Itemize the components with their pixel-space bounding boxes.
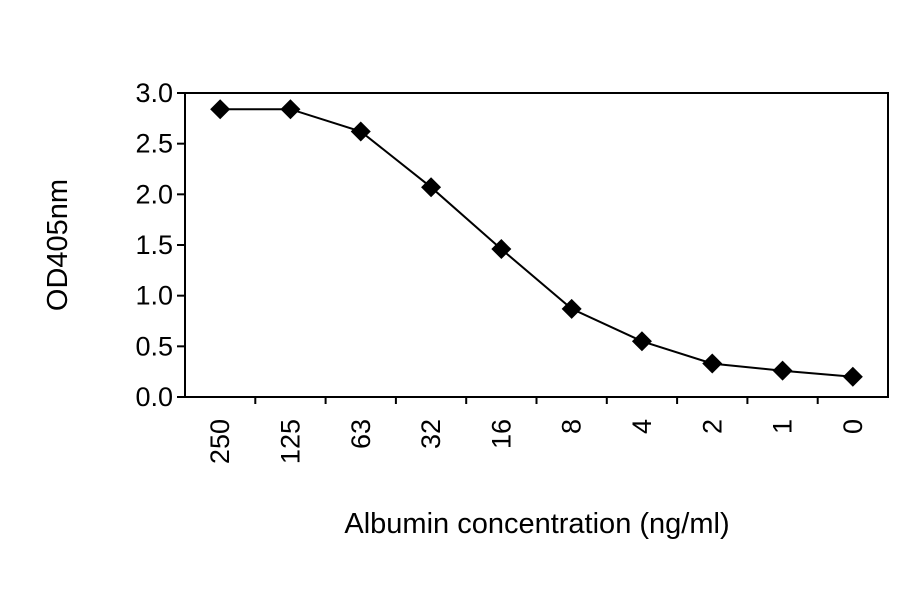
plot-frame	[184, 92, 889, 398]
y-tick-label: 2.0	[135, 179, 173, 209]
data-point-diamond	[631, 331, 652, 352]
x-axis-title: Albumin concentration (ng/ml)	[344, 508, 729, 540]
y-axis-title: OD405nm	[42, 179, 74, 311]
y-axis: 0.0 0.5 1.0 1.5 2.0 2.5 3.0	[135, 78, 185, 412]
series-layer	[210, 99, 863, 387]
x-tick-label: 1	[768, 419, 798, 434]
y-tick-label: 0.0	[135, 382, 173, 412]
x-tick-label: 4	[627, 419, 657, 434]
data-point-diamond	[772, 360, 793, 381]
series-line	[220, 108, 853, 378]
y-tick-label: 1.0	[135, 281, 173, 311]
x-tick-label: 16	[486, 419, 516, 449]
x-tick-label: 0	[838, 419, 868, 434]
data-point-diamond	[280, 99, 301, 120]
x-tick-label: 125	[275, 419, 305, 464]
data-point-diamond	[491, 239, 512, 260]
x-tick-label: 250	[205, 419, 235, 464]
data-point-diamond	[561, 298, 582, 319]
data-point-diamond	[210, 99, 231, 120]
data-point-diamond	[350, 121, 371, 142]
data-point-diamond	[702, 353, 723, 374]
y-tick-label: 0.5	[135, 331, 173, 361]
x-axis: 250 125 63 32 16 8 4 2 1 0	[205, 397, 868, 464]
y-tick-label: 1.5	[135, 230, 173, 260]
y-tick-label: 3.0	[135, 78, 173, 108]
x-tick-label: 63	[346, 419, 376, 449]
data-point-diamond	[842, 366, 863, 387]
x-tick-label: 8	[557, 419, 587, 434]
data-point-diamond	[421, 177, 442, 198]
y-tick-label: 2.5	[135, 129, 173, 159]
x-tick-label: 2	[697, 419, 727, 434]
x-tick-label: 32	[416, 419, 446, 449]
